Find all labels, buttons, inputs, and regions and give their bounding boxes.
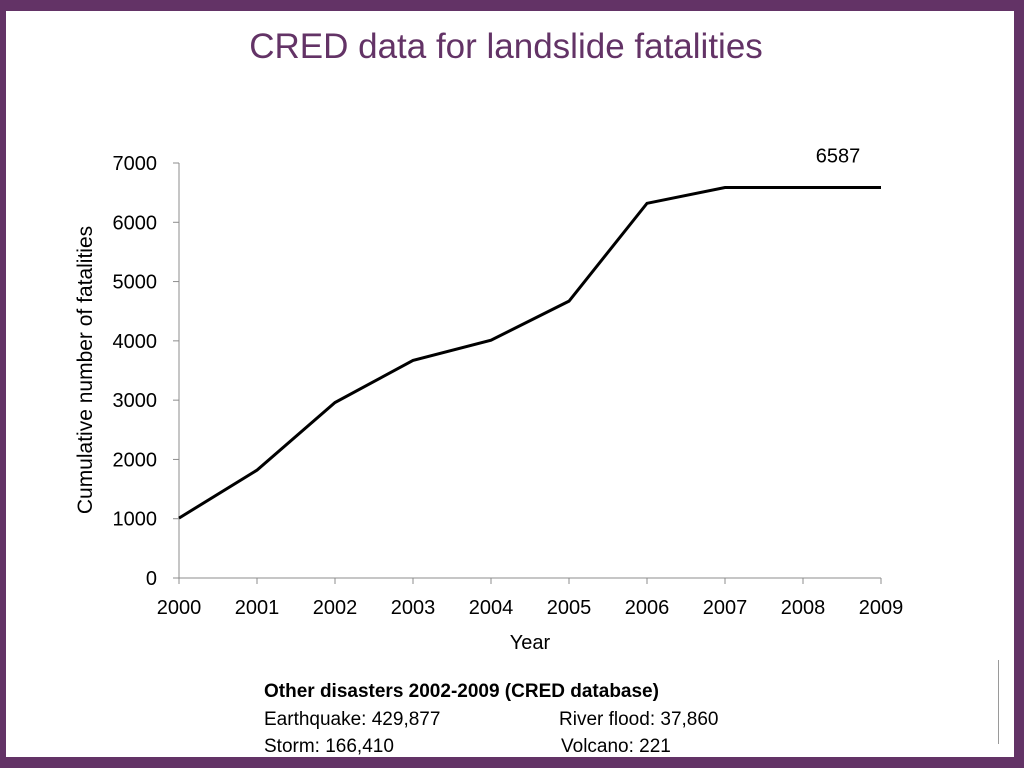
other-disasters-note: Other disasters 2002-2009 (CRED database… — [264, 678, 719, 761]
x-tick-label: 2007 — [703, 597, 748, 619]
volcano-stat: Volcano: 221 — [561, 736, 671, 757]
y-tick-label: 2000 — [113, 449, 158, 471]
x-tick-label: 2002 — [313, 597, 358, 619]
river-flood-stat: River flood: 37,860 — [559, 708, 719, 730]
series-layer — [178, 185, 881, 520]
storm-stat: Storm: 166,410 — [264, 736, 394, 757]
y-tick-label: 5000 — [113, 272, 158, 294]
earthquake-stat: Earthquake: 429,877 — [264, 708, 441, 730]
y-tick-label: 3000 — [113, 390, 158, 412]
x-tick-label: 2000 — [157, 597, 202, 619]
x-tick-label: 2001 — [235, 597, 280, 619]
y-axis: 0 1000 2000 3000 4000 5000 6000 7000 — [113, 153, 180, 590]
note-row: Storm: 166,410 Volcano: 221 — [264, 733, 671, 761]
divider-line — [998, 660, 999, 744]
x-tick-label: 2008 — [781, 597, 826, 619]
series-line — [178, 185, 881, 520]
x-tick-label: 2009 — [859, 597, 904, 619]
note-row: Earthquake: 429,877 River flood: 37,860 — [264, 706, 719, 734]
x-axis-title: Year — [510, 632, 551, 654]
y-axis-title: Cumulative number of fatalities — [74, 226, 97, 514]
note-heading: Other disasters 2002-2009 (CRED database… — [264, 681, 659, 702]
y-tick-label: 0 — [146, 568, 157, 590]
x-tick-label: 2003 — [391, 597, 436, 619]
slide-title: CRED data for landslide fatalities — [249, 27, 763, 66]
slide-canvas — [6, 11, 1014, 757]
y-tick-label: 6000 — [113, 212, 158, 234]
y-tick-label: 1000 — [113, 509, 158, 531]
x-tick-label: 2006 — [625, 597, 670, 619]
x-tick-label: 2004 — [469, 597, 514, 619]
y-tick-label: 7000 — [113, 153, 158, 175]
data-label: 6587 — [816, 145, 861, 167]
x-tick-label: 2005 — [547, 597, 592, 619]
x-axis: 2000 2001 2002 2003 2004 2005 2006 2007 2008 2009 — [157, 577, 904, 619]
y-tick-label: 4000 — [113, 331, 158, 353]
annotation-layer: 6587 — [816, 145, 861, 167]
